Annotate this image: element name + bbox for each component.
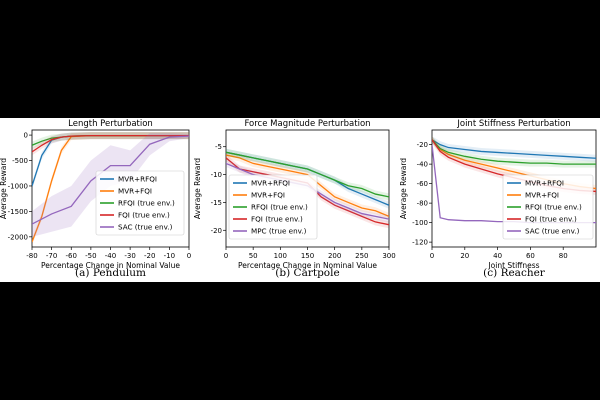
x-tick-label: 250 bbox=[355, 252, 368, 260]
legend-entry: RFQI (true env.) bbox=[118, 199, 175, 208]
legend-entry: FQI (true env.) bbox=[118, 211, 170, 220]
y-axis-label: Average Reward bbox=[399, 158, 408, 219]
y-tick-label: -15 bbox=[211, 199, 222, 207]
y-tick-label: -40 bbox=[417, 161, 428, 169]
panel-caption: (c) Reacher bbox=[483, 267, 546, 279]
y-tick-label: -500 bbox=[12, 157, 28, 165]
x-tick-label: -10 bbox=[164, 252, 175, 260]
series-band-fqi-true-env- bbox=[226, 154, 389, 229]
x-tick-label: 20 bbox=[460, 252, 469, 260]
series-line-rfqi-true-env- bbox=[226, 151, 389, 198]
series-band-mvr-rfqi bbox=[226, 148, 389, 209]
x-tick-label: 150 bbox=[301, 252, 314, 260]
series-line-sac-true-env- bbox=[32, 135, 189, 225]
x-tick-label: 0 bbox=[187, 252, 191, 260]
x-tick-label: -20 bbox=[144, 252, 155, 260]
x-tick-label: -80 bbox=[26, 252, 37, 260]
chart-title: Length Perturbation bbox=[68, 119, 153, 129]
panel-caption: (b) Cartpole bbox=[275, 267, 339, 279]
series-band-rfqi-true-env- bbox=[432, 136, 596, 168]
legend-entry: MVR+FQI bbox=[118, 187, 152, 196]
x-tick-label: -50 bbox=[85, 252, 96, 260]
x-tick-label: -60 bbox=[66, 252, 77, 260]
series-band-rfqi-true-env- bbox=[226, 148, 389, 201]
legend-entry: MPC (true env.) bbox=[251, 227, 307, 236]
series-line-mvr-fqi bbox=[226, 154, 389, 217]
y-tick-label: -80 bbox=[417, 200, 428, 208]
legend-box bbox=[228, 174, 318, 240]
chart-panel-2: Force Magnitude Perturbation 0 50 100 150 200… bbox=[193, 119, 396, 279]
x-tick-label: 100 bbox=[274, 252, 287, 260]
series-line-fqi-true-env- bbox=[32, 134, 189, 153]
x-tick-label: 60 bbox=[526, 252, 535, 260]
x-axis-label: Percentage Change in Nominal Value bbox=[41, 261, 180, 270]
figure-svg: Length Perturbation-80 -70 -60 -50 -40 -30 -20… bbox=[0, 119, 597, 279]
legend: MVR+RFQI MVR+FQI RFQI (true env.) FQI (true… bbox=[95, 170, 185, 236]
legend-entry: MVR+RFQI bbox=[525, 179, 564, 188]
y-tick-label: -20 bbox=[417, 141, 428, 149]
legend-entry: MVR+RFQI bbox=[251, 179, 290, 188]
y-tick-label: -120 bbox=[412, 239, 428, 247]
legend-entry: MVR+RFQI bbox=[118, 175, 157, 184]
x-tick-label: 300 bbox=[382, 252, 395, 260]
y-tick-label: -1000 bbox=[8, 182, 28, 190]
y-tick-label: -20 bbox=[211, 227, 222, 235]
legend-entry: MVR+FQI bbox=[251, 191, 285, 200]
y-tick-label: -100 bbox=[412, 219, 428, 227]
x-tick-label: -40 bbox=[105, 252, 116, 260]
panel-caption: (a) Pendulum bbox=[75, 267, 146, 279]
x-axis-label: Joint Stiffness bbox=[487, 261, 539, 270]
x-tick-label: 200 bbox=[328, 252, 341, 260]
series-line-rfqi-true-env- bbox=[432, 139, 596, 165]
legend-entry: RFQI (true env.) bbox=[525, 203, 582, 212]
x-tick-label: 40 bbox=[493, 252, 502, 260]
y-tick-label: -2000 bbox=[8, 233, 28, 241]
series-band-fqi-true-env- bbox=[32, 132, 189, 156]
y-axis-label: Average Reward bbox=[0, 158, 8, 219]
legend-box bbox=[95, 170, 185, 236]
x-tick-label: 80 bbox=[559, 252, 568, 260]
y-tick-label: -60 bbox=[417, 180, 428, 188]
legend-box bbox=[502, 174, 594, 240]
y-axis-label: Average Reward bbox=[193, 158, 202, 219]
y-tick-label: -10 bbox=[211, 171, 222, 179]
series-line-mvr-rfqi bbox=[432, 139, 596, 159]
chart-panel-1: Length Perturbation -80 -70 -60 -50 -40 -30 -20… bbox=[0, 119, 191, 279]
chart-title: Force Magnitude Perturbation bbox=[244, 119, 370, 129]
y-tick-label: -5 bbox=[215, 143, 222, 151]
chart-title: Joint Stiffness Perturbation bbox=[456, 119, 570, 129]
y-tick-label: -1500 bbox=[8, 208, 28, 216]
x-tick-label: -70 bbox=[46, 252, 57, 260]
series-band-mvr-rfqi bbox=[32, 132, 189, 190]
y-tick-label: 0 bbox=[24, 132, 28, 140]
legend: MVR+RFQI MVR+FQI RFQI (true env.) FQI (true… bbox=[228, 174, 318, 240]
legend-entry: SAC (true env.) bbox=[118, 223, 173, 232]
figure-panel: Length Perturbation -80 -70 -60 -50 -40 -30 -20… bbox=[0, 118, 600, 282]
x-tick-label: 0 bbox=[224, 252, 228, 260]
legend: MVR+RFQI MVR+FQI RFQI (true env.) FQI (true… bbox=[502, 174, 594, 240]
x-tick-label: 50 bbox=[249, 252, 258, 260]
x-tick-label: 0 bbox=[430, 252, 434, 260]
legend-entry: FQI (true env.) bbox=[251, 215, 303, 224]
chart-panel-3: Joint Stiffness Perturbation 0 20 40 60 80 -20… bbox=[399, 119, 597, 279]
legend-entry: SAC (true env.) bbox=[525, 227, 580, 236]
legend-entry: FQI (true env.) bbox=[525, 215, 577, 224]
x-tick-label: -30 bbox=[124, 252, 135, 260]
x-axis-label: Percentage Change in Nominal Value bbox=[238, 261, 377, 270]
legend-entry: RFQI (true env.) bbox=[251, 203, 308, 212]
legend-entry: MVR+FQI bbox=[525, 191, 559, 200]
